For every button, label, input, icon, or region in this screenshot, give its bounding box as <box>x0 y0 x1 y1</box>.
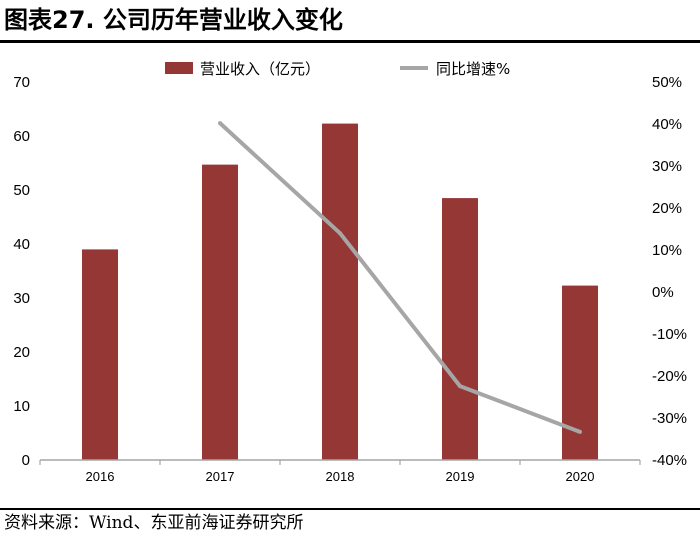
source-rule <box>0 508 700 510</box>
x-axis: 2016 2017 2018 2019 2020 <box>39 459 641 484</box>
right-tick-label: -20% <box>652 368 687 385</box>
right-tick-label: -40% <box>652 452 687 469</box>
right-tick-label: -10% <box>652 326 687 343</box>
legend-bar-label: 营业收入（亿元） <box>200 60 320 78</box>
x-tick-label: 2017 <box>206 469 235 484</box>
right-tick-label: -30% <box>652 410 687 427</box>
right-tick-label: 50% <box>652 74 682 91</box>
left-tick-label: 70 <box>13 74 30 91</box>
x-tick-label: 2016 <box>86 469 115 484</box>
bar-series <box>82 123 598 460</box>
right-tick-label: 30% <box>652 158 682 175</box>
right-tick-label: 10% <box>652 242 682 259</box>
growth-point-2019 <box>458 384 462 389</box>
right-tick-label: 0% <box>652 284 674 301</box>
left-tick-label: 0 <box>22 452 30 469</box>
left-tick-label: 10 <box>13 398 30 415</box>
growth-point-2017 <box>218 121 222 126</box>
left-tick-label: 40 <box>13 236 30 253</box>
growth-line <box>218 121 581 434</box>
figure-title: 图表27. 公司历年营业收入变化 <box>4 6 343 34</box>
x-tick-label: 2019 <box>446 469 475 484</box>
right-tick-label: 40% <box>652 116 682 133</box>
right-tick-label: 20% <box>652 200 682 217</box>
bar-2017 <box>202 164 238 460</box>
growth-point-2020 <box>578 429 582 434</box>
legend-line-label: 同比增速% <box>436 60 510 78</box>
title-rule <box>0 40 700 43</box>
line-series <box>218 121 582 434</box>
left-tick-label: 30 <box>13 290 30 307</box>
bar-2016 <box>82 249 118 460</box>
right-y-axis: -40% -30% -20% -10% 0% 10% 20% 30% 40% 50% <box>652 74 687 469</box>
left-tick-label: 50 <box>13 182 30 199</box>
chart-legend: 营业收入（亿元） 同比增速% <box>165 60 510 78</box>
bar-2019 <box>442 198 478 460</box>
left-y-axis: 0 10 20 30 40 50 60 70 <box>13 74 30 469</box>
left-tick-label: 20 <box>13 344 30 361</box>
x-tick-label: 2018 <box>326 469 355 484</box>
bar-2018 <box>322 123 358 460</box>
combo-chart: 营业收入（亿元） 同比增速% 0 10 20 30 40 50 60 70 -40% -30% -2… <box>13 60 687 484</box>
x-tick-label: 2020 <box>566 469 595 484</box>
growth-point-2018 <box>338 231 342 236</box>
left-tick-label: 60 <box>13 128 30 145</box>
source-note: 资料来源：Wind、东亚前海证券研究所 <box>4 513 304 533</box>
legend-bar-swatch <box>165 62 193 74</box>
